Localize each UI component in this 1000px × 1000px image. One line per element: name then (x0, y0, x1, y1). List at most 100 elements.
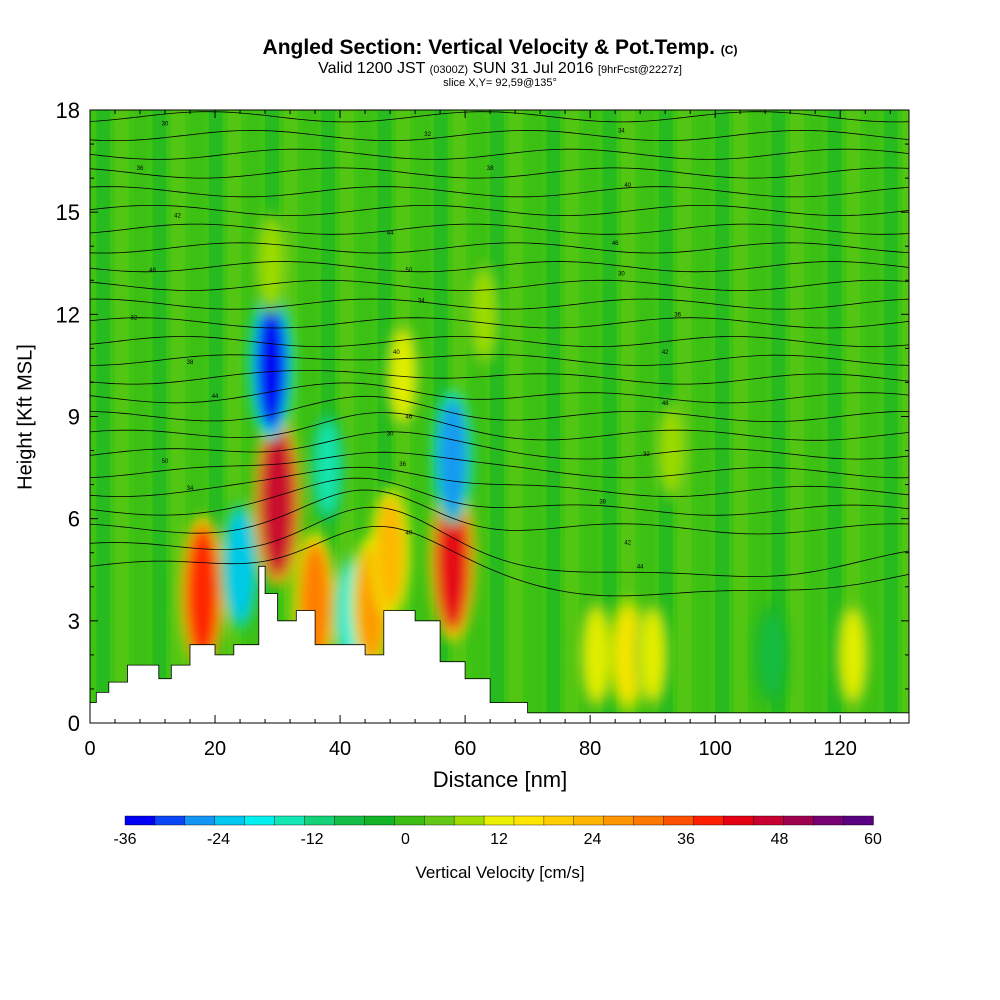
y-tick-label: 6 (68, 507, 80, 532)
y-tick-label: 3 (68, 609, 80, 634)
background-band (565, 110, 579, 723)
background-band (640, 110, 654, 723)
pot-temp-contour (90, 148, 909, 160)
background-band (490, 110, 504, 723)
pot-temp-contour (90, 382, 909, 404)
colorbar-swatch (364, 815, 395, 826)
contour-label: 44 (637, 564, 644, 570)
x-tick-label: 40 (329, 738, 351, 760)
background-band (808, 110, 823, 723)
colorbar-swatch (573, 815, 605, 826)
pot-temp-contours (90, 93, 909, 597)
colorbar-swatch (603, 815, 635, 826)
x-tick-label: 120 (824, 738, 857, 760)
pot-temp-contour (90, 489, 909, 535)
contour-labels: 30 32 34 36 38 40 42 44 46 48 50 30 32 34 36 38 40 42 44 46… (130, 122, 681, 571)
colorbar-swatch (812, 815, 844, 826)
colorbar-label: Vertical Velocity [cm/s] (415, 863, 585, 882)
pot-temp-contour (90, 466, 909, 497)
contour-label: 34 (187, 486, 194, 492)
pot-temp-contour (90, 336, 909, 348)
colorbar-tick-label: -36 (113, 831, 136, 848)
y-tick-label: 15 (56, 200, 80, 225)
colorbar-swatch (424, 815, 455, 826)
contour-label: 50 (406, 268, 413, 274)
velocity-core (760, 614, 783, 695)
background-band (471, 110, 486, 723)
contour-label: 36 (674, 312, 681, 318)
y-tick-label: 9 (68, 405, 80, 430)
contour-label: 50 (162, 459, 169, 465)
background-band (883, 110, 898, 723)
pot-temp-contour (90, 261, 909, 273)
colorbar-swatch (154, 815, 186, 826)
background-band (96, 110, 111, 723)
colorbar-swatch (334, 815, 366, 826)
colorbar-swatch (274, 815, 306, 826)
background-band (771, 110, 786, 723)
contour-label: 32 (424, 132, 431, 138)
background-band (752, 110, 767, 723)
pot-temp-contour (90, 451, 909, 479)
background-band (415, 110, 429, 723)
colorbar-swatch (723, 815, 755, 826)
contour-label: 42 (174, 214, 181, 220)
contour-label: 38 (487, 166, 494, 172)
background-band (152, 110, 167, 723)
pot-temp-contour (90, 93, 909, 103)
contour-label: 48 (149, 268, 156, 274)
contour-label: 32 (643, 452, 650, 458)
velocity-core (472, 271, 496, 358)
velocity-core (255, 300, 288, 431)
contour-label: 34 (418, 299, 425, 305)
velocity-core (840, 609, 865, 700)
colorbar-tick-label: -24 (207, 831, 230, 848)
velocity-core (376, 497, 405, 608)
pot-temp-contour (90, 525, 909, 597)
colorbar-swatch (753, 815, 784, 826)
plot-area: 30 32 34 36 38 40 42 44 46 48 50 30 32 34 36 38 40 42 44 46… (90, 93, 909, 723)
colorbar-swatch (783, 815, 814, 826)
background-band (621, 110, 636, 723)
colorbar-swatch (244, 815, 276, 826)
background-band (508, 110, 523, 723)
contour-label: 36 (137, 166, 144, 172)
colorbar-swatch (633, 815, 665, 826)
pot-temp-contour (90, 186, 909, 198)
background-band (827, 110, 842, 723)
pot-temp-contour (90, 506, 909, 578)
x-axis-label: Distance [nm] (432, 767, 568, 792)
background-band (677, 110, 692, 723)
contour-label: 42 (624, 541, 631, 547)
velocity-core (660, 408, 683, 493)
colorbar-swatch (304, 815, 336, 826)
velocity-features (179, 209, 871, 714)
x-tick-label: 20 (204, 738, 226, 760)
contour-label: 36 (399, 462, 406, 468)
background-band (115, 110, 129, 723)
contour-label: 40 (406, 530, 413, 536)
contour-label: 44 (212, 394, 219, 400)
pot-temp-contour (90, 317, 909, 329)
velocity-core (614, 606, 641, 704)
contour-label: 38 (187, 360, 194, 366)
colorbar-tick-label: 12 (490, 831, 508, 848)
pot-temp-contour (90, 242, 909, 254)
colorbar-tick-label: 0 (401, 831, 410, 848)
background-band (846, 110, 861, 723)
velocity-core (259, 426, 296, 577)
contour-label: 46 (406, 415, 413, 421)
pot-temp-contour (90, 395, 909, 422)
pot-temp-contour (90, 354, 909, 366)
pot-temp-contour (90, 111, 909, 123)
colorbar-tick-label: 36 (677, 831, 695, 848)
subtitle-valid: Valid 1200 JST (318, 60, 426, 77)
velocity-core (437, 399, 468, 516)
colorbar-swatch (184, 815, 216, 826)
velocity-core (226, 511, 255, 622)
colorbar-swatch (124, 815, 156, 826)
colorbar-swatch (842, 815, 874, 826)
x-tick-label: 80 (579, 738, 601, 760)
colorbar-swatch (453, 815, 485, 826)
